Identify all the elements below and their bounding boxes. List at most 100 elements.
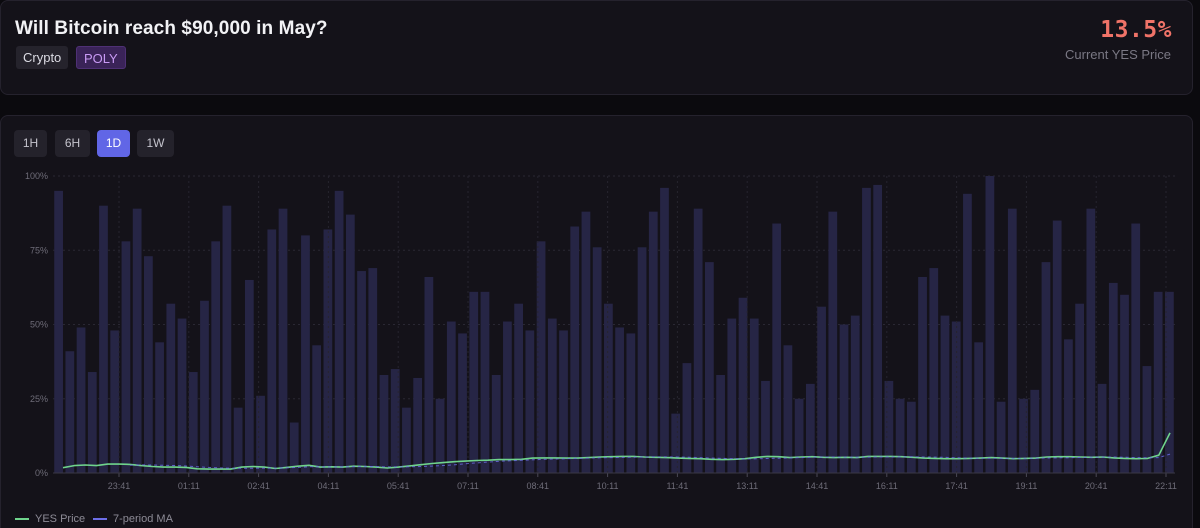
volume-bar xyxy=(379,374,389,473)
volume-bar xyxy=(704,262,714,473)
y-tick-label: 75% xyxy=(30,245,48,255)
y-tick-label: 50% xyxy=(30,320,48,330)
volume-bar xyxy=(929,268,939,473)
market-header-card: Will Bitcoin reach $90,000 in May? Crypt… xyxy=(0,0,1193,95)
tag-crypto[interactable]: Crypto xyxy=(16,46,69,69)
volume-bar xyxy=(1052,220,1062,473)
volume-bar xyxy=(1030,389,1040,473)
volume-bar xyxy=(166,303,176,473)
volume-bar xyxy=(1153,291,1163,473)
legend-ma-label: 7-period MA xyxy=(113,513,173,525)
volume-bar xyxy=(839,324,849,473)
volume-bar xyxy=(1120,294,1129,473)
volume-bar xyxy=(289,422,299,473)
y-tick-label: 25% xyxy=(30,394,48,404)
volume-bar xyxy=(536,241,546,473)
volume-bar xyxy=(155,342,164,473)
volume-bar xyxy=(783,345,793,473)
x-tick-label: 13:11 xyxy=(736,481,758,491)
x-tick-label: 23:41 xyxy=(108,481,131,491)
volume-bar xyxy=(862,187,871,473)
volume-bar xyxy=(873,184,883,473)
volume-bar xyxy=(727,318,737,473)
x-tick-label: 10:11 xyxy=(597,481,619,491)
volume-bar xyxy=(805,383,815,473)
tag-poly[interactable]: POLY xyxy=(76,46,126,69)
volume-bar xyxy=(503,321,512,473)
volume-bar xyxy=(368,268,378,473)
volume-bar xyxy=(682,363,692,473)
volume-bar xyxy=(177,318,187,473)
volume-bar xyxy=(850,315,860,473)
volume-bar xyxy=(547,318,557,473)
volume-bar xyxy=(65,351,75,473)
volume-bar xyxy=(985,176,995,473)
x-tick-label: 02:41 xyxy=(247,481,270,491)
legend-ma: 7-period MA xyxy=(93,513,173,525)
volume-bar xyxy=(469,291,479,473)
volume-bar xyxy=(716,374,725,473)
volume-bar xyxy=(1086,208,1096,474)
volume-bar xyxy=(132,208,142,474)
volume-bar xyxy=(334,190,344,473)
volume-bar xyxy=(458,333,467,473)
range-button-1h[interactable]: 1H xyxy=(14,130,47,157)
volume-bar xyxy=(693,208,703,474)
volume-bar xyxy=(592,247,602,473)
legend-yes-price: YES Price xyxy=(15,513,85,525)
volume-bar xyxy=(525,330,535,473)
x-tick-label: 14:41 xyxy=(806,481,829,491)
volume-bar xyxy=(604,303,613,473)
volume-bar xyxy=(480,291,490,473)
volume-bar xyxy=(402,407,411,473)
volume-bar xyxy=(491,374,501,473)
volume-bar xyxy=(996,401,1006,473)
volume-bar xyxy=(301,235,310,473)
volume-bar xyxy=(918,276,927,473)
volume-bar xyxy=(1142,366,1152,473)
range-button-1d[interactable]: 1D xyxy=(97,130,130,157)
y-tick-label: 0% xyxy=(35,468,48,478)
volume-bar xyxy=(828,211,838,473)
x-tick-label: 04:11 xyxy=(317,481,339,491)
volume-bar xyxy=(87,372,97,473)
yes-price-line xyxy=(62,432,1171,470)
volume-bar xyxy=(761,380,770,473)
x-tick-label: 17:41 xyxy=(945,481,968,491)
volume-bar xyxy=(615,327,624,473)
volume-bar xyxy=(794,398,804,473)
volume-bar xyxy=(424,276,434,473)
volume-bar xyxy=(559,330,568,473)
x-tick-label: 07:11 xyxy=(457,481,479,491)
volume-bar xyxy=(435,398,445,473)
market-title: Will Bitcoin reach $90,000 in May? xyxy=(15,18,328,39)
volume-bar xyxy=(110,330,120,473)
volume-bar xyxy=(749,318,759,473)
volume-bar xyxy=(76,327,86,473)
volume-bar xyxy=(570,226,580,473)
x-tick-label: 16:11 xyxy=(876,481,898,491)
volume-bar xyxy=(906,401,916,473)
range-button-6h[interactable]: 6H xyxy=(55,130,90,157)
x-tick-label: 20:41 xyxy=(1085,481,1108,491)
yes-price-swatch xyxy=(15,518,29,520)
volume-bar xyxy=(99,205,108,473)
x-tick-label: 19:11 xyxy=(1015,481,1037,491)
current-yes-price-label: Current YES Price xyxy=(1065,47,1171,62)
range-button-1w[interactable]: 1W xyxy=(137,130,174,157)
volume-bar xyxy=(940,315,950,473)
volume-bar xyxy=(1007,208,1017,474)
volume-bar xyxy=(581,211,591,473)
volume-bar xyxy=(211,241,221,473)
volume-bar xyxy=(222,205,232,473)
volume-bar xyxy=(817,306,826,473)
volume-bar xyxy=(357,271,366,473)
volume-bar xyxy=(514,303,524,473)
volume-bar xyxy=(1165,291,1174,473)
volume-bar xyxy=(200,300,209,473)
volume-bar xyxy=(121,241,131,473)
y-tick-label: 100% xyxy=(25,171,48,181)
volume-bar xyxy=(974,342,984,473)
volume-bar xyxy=(648,211,658,473)
